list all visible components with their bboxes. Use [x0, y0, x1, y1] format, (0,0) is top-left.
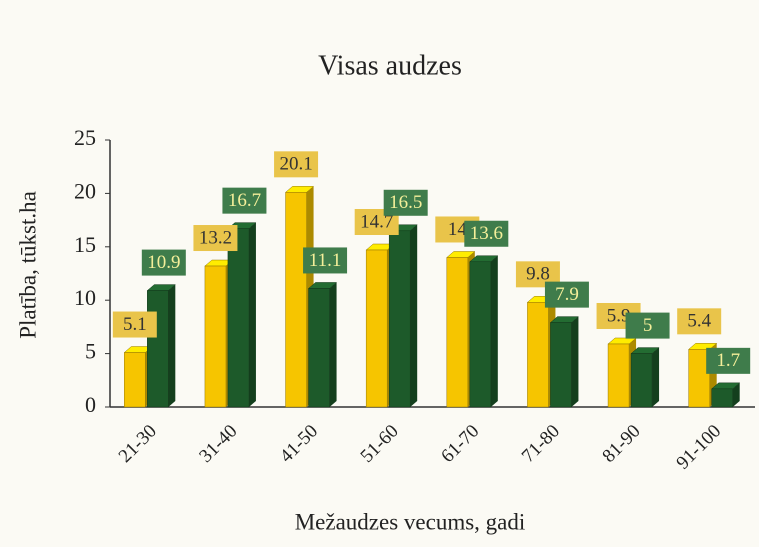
bar-side: [652, 347, 660, 407]
y-tick-label: 0: [85, 392, 96, 417]
chart-title: Visas audzes: [318, 50, 462, 81]
data-label-box: [193, 225, 238, 252]
data-label-box: [544, 281, 589, 308]
data-label-text: 5: [643, 315, 653, 336]
bar: [688, 349, 710, 408]
data-label-text: 20.1: [279, 154, 312, 175]
bar-side: [168, 284, 176, 407]
bar-side: [732, 382, 740, 407]
bar: [469, 261, 492, 408]
y-tick-label: 10: [74, 285, 96, 310]
data-label-box: [303, 247, 348, 274]
data-label: 16.7: [222, 187, 267, 214]
data-label-box: [274, 151, 319, 178]
bar-side: [571, 316, 579, 407]
data-label: 5.4: [677, 308, 722, 335]
bar: [711, 388, 733, 408]
data-label-box: [464, 220, 509, 247]
data-label-box: [112, 311, 157, 338]
bar: [285, 192, 307, 408]
data-label-text: 9.8: [526, 264, 550, 285]
data-label-text: 13.6: [470, 223, 503, 244]
data-label-box: [706, 347, 751, 374]
data-label-text: 5.9: [607, 305, 631, 326]
data-label-text: 10.9: [147, 252, 180, 273]
bar-side: [329, 282, 337, 407]
data-label: 1.7: [706, 347, 751, 374]
data-label-text: 13.2: [199, 227, 232, 248]
bar: [446, 257, 469, 408]
data-label-box: [677, 308, 722, 335]
data-label-text: 7.9: [555, 284, 579, 305]
data-label: 16.5: [383, 189, 428, 216]
bar: [365, 249, 388, 408]
data-label: 11.1: [303, 247, 348, 274]
y-tick-label: 25: [74, 125, 96, 150]
bar: [227, 228, 250, 408]
data-label: 13.2: [193, 225, 238, 252]
bar: [124, 352, 146, 408]
bar: [388, 230, 411, 408]
bar: [204, 265, 227, 408]
bar: [147, 290, 169, 408]
data-label: 5: [625, 312, 670, 339]
y-axis-title: Platība, tūkst.ha: [15, 191, 40, 339]
bar: [527, 302, 549, 408]
data-label-text: 16.5: [389, 192, 422, 213]
data-label-text: 5.1: [123, 314, 147, 335]
data-label-box: [141, 249, 186, 276]
data-label: 7.9: [544, 281, 589, 308]
data-label-box: [383, 189, 428, 216]
bar-side: [248, 222, 256, 407]
data-label: 13.6: [464, 220, 509, 247]
bar: [630, 353, 653, 408]
data-label-text: 5.4: [687, 311, 711, 332]
data-label-text: 14.7: [360, 211, 393, 232]
data-label: 20.1: [274, 151, 319, 178]
bar: [308, 288, 330, 408]
data-label-box: [625, 312, 670, 339]
y-tick-label: 15: [74, 232, 96, 257]
data-label-text: 1.7: [716, 350, 740, 371]
data-label: 5.1: [112, 311, 157, 338]
data-label-text: 16.7: [228, 190, 261, 211]
data-label-box: [222, 187, 267, 214]
y-tick-label: 20: [74, 178, 96, 203]
y-tick-label: 5: [85, 339, 96, 364]
data-label: 10.9: [141, 249, 186, 276]
bar: [607, 343, 630, 408]
bar: [550, 322, 572, 408]
x-axis-title: Mežaudzes vecums, gadi: [295, 509, 526, 534]
bar-side: [410, 224, 418, 407]
data-label-text: 11.1: [309, 250, 342, 271]
bar-side: [490, 255, 498, 407]
data-label-text: 14: [448, 219, 468, 240]
